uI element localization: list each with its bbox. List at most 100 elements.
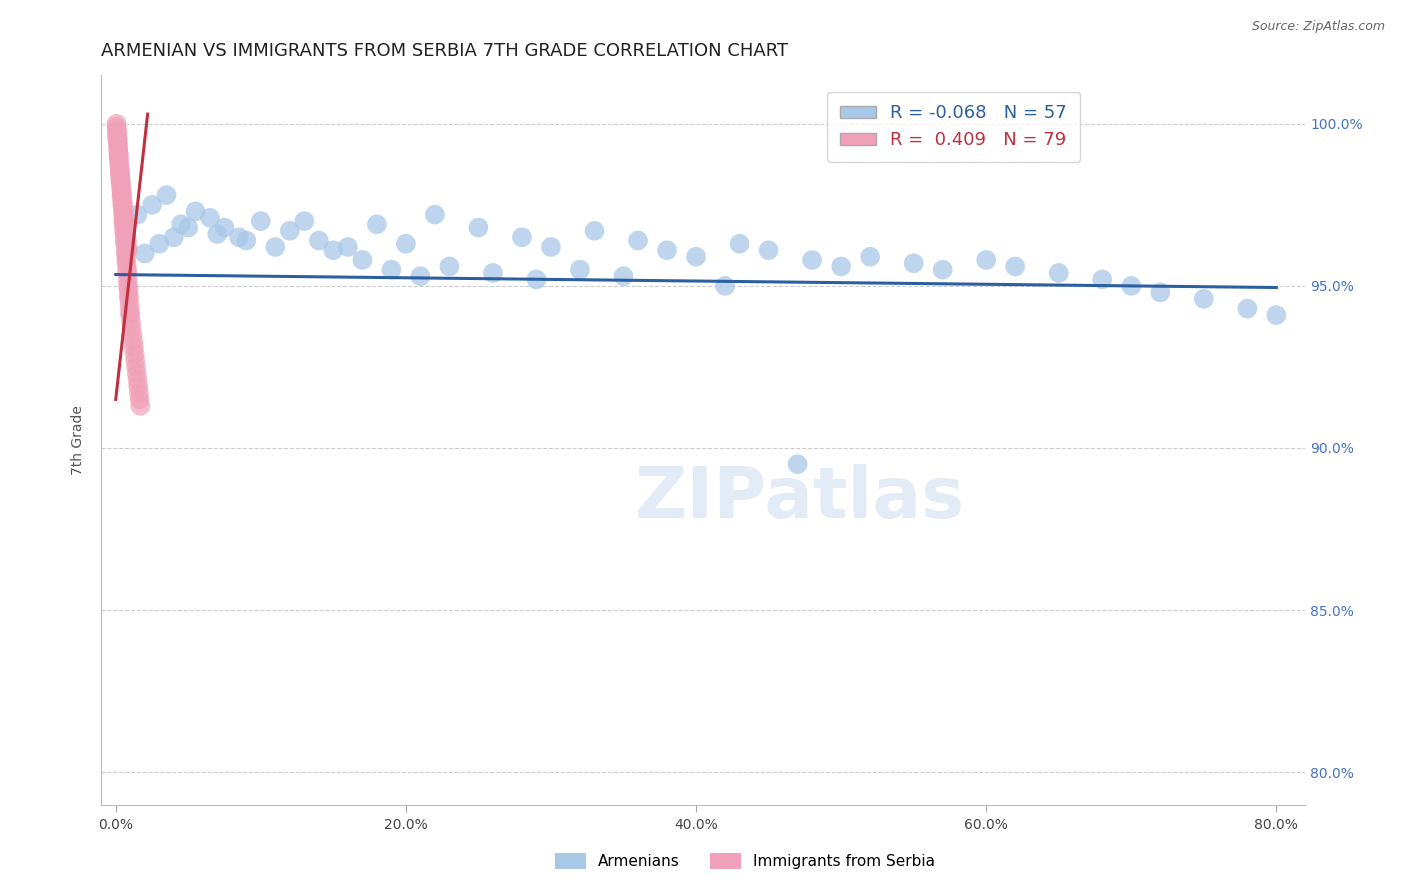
Point <box>467 220 489 235</box>
Legend: Armenians, Immigrants from Serbia: Armenians, Immigrants from Serbia <box>550 847 941 875</box>
Point <box>112 208 135 222</box>
Point <box>198 211 221 225</box>
Point <box>112 204 135 219</box>
Point <box>111 198 134 212</box>
Point <box>125 367 148 381</box>
Point <box>128 392 150 407</box>
Point <box>110 169 132 183</box>
Point <box>107 136 129 151</box>
Text: ZIPatlas: ZIPatlas <box>634 464 965 533</box>
Point <box>1265 308 1288 322</box>
Point <box>510 230 533 244</box>
Point <box>124 353 146 368</box>
Point <box>801 252 824 267</box>
Point <box>112 198 135 212</box>
Point <box>482 266 505 280</box>
Point <box>127 208 149 222</box>
Point <box>292 214 315 228</box>
Point <box>112 227 135 241</box>
Point <box>121 321 143 335</box>
Point <box>264 240 287 254</box>
Point <box>114 234 136 248</box>
Point <box>114 236 136 251</box>
Point <box>685 250 707 264</box>
Point <box>526 272 548 286</box>
Point <box>714 279 737 293</box>
Point <box>107 153 129 167</box>
Point <box>155 188 177 202</box>
Point <box>110 181 132 195</box>
Point <box>107 139 129 153</box>
Point <box>107 127 129 141</box>
Point <box>108 162 131 177</box>
Point <box>107 143 129 157</box>
Point <box>111 194 134 209</box>
Point <box>118 305 141 319</box>
Y-axis label: 7th Grade: 7th Grade <box>72 405 86 475</box>
Point <box>105 117 128 131</box>
Point <box>107 149 129 163</box>
Point <box>569 262 592 277</box>
Point <box>127 379 149 393</box>
Point <box>107 146 129 161</box>
Point <box>112 224 135 238</box>
Point <box>366 217 388 231</box>
Point <box>786 457 808 471</box>
Point <box>111 185 134 199</box>
Point <box>115 227 138 241</box>
Point <box>105 129 128 144</box>
Point <box>108 165 131 179</box>
Point <box>105 133 128 147</box>
Point <box>108 155 131 169</box>
Point <box>1004 260 1026 274</box>
Point <box>114 220 136 235</box>
Point <box>122 341 145 355</box>
Point <box>110 175 132 189</box>
Point <box>439 260 461 274</box>
Point <box>117 244 139 258</box>
Point <box>125 359 148 374</box>
Point <box>115 262 138 277</box>
Point <box>120 314 142 328</box>
Point <box>423 208 446 222</box>
Point <box>114 214 136 228</box>
Point <box>127 373 149 387</box>
Point <box>115 230 138 244</box>
Point <box>111 188 134 202</box>
Point <box>583 224 606 238</box>
Point <box>163 230 186 244</box>
Point <box>141 198 163 212</box>
Point <box>124 347 146 361</box>
Point <box>612 269 634 284</box>
Point <box>627 234 650 248</box>
Point <box>108 149 131 163</box>
Point <box>115 234 138 248</box>
Point <box>540 240 562 254</box>
Point <box>105 120 128 134</box>
Point <box>121 327 143 342</box>
Point <box>110 175 132 189</box>
Point <box>122 334 145 348</box>
Legend: R = -0.068   N = 57, R =  0.409   N = 79: R = -0.068 N = 57, R = 0.409 N = 79 <box>827 92 1080 161</box>
Point <box>974 252 997 267</box>
Point <box>177 220 200 235</box>
Point <box>120 308 142 322</box>
Point <box>117 266 139 280</box>
Point <box>249 214 271 228</box>
Point <box>235 234 257 248</box>
Point <box>117 240 139 254</box>
Point <box>128 385 150 400</box>
Point <box>129 399 152 413</box>
Point <box>655 244 678 258</box>
Point <box>1236 301 1258 316</box>
Text: ARMENIAN VS IMMIGRANTS FROM SERBIA 7TH GRADE CORRELATION CHART: ARMENIAN VS IMMIGRANTS FROM SERBIA 7TH G… <box>101 42 789 60</box>
Point <box>409 269 432 284</box>
Point <box>114 217 136 231</box>
Point <box>117 272 139 286</box>
Point <box>931 262 953 277</box>
Point <box>170 217 193 231</box>
Point <box>336 240 359 254</box>
Point <box>214 220 236 235</box>
Point <box>118 292 141 306</box>
Point <box>117 279 139 293</box>
